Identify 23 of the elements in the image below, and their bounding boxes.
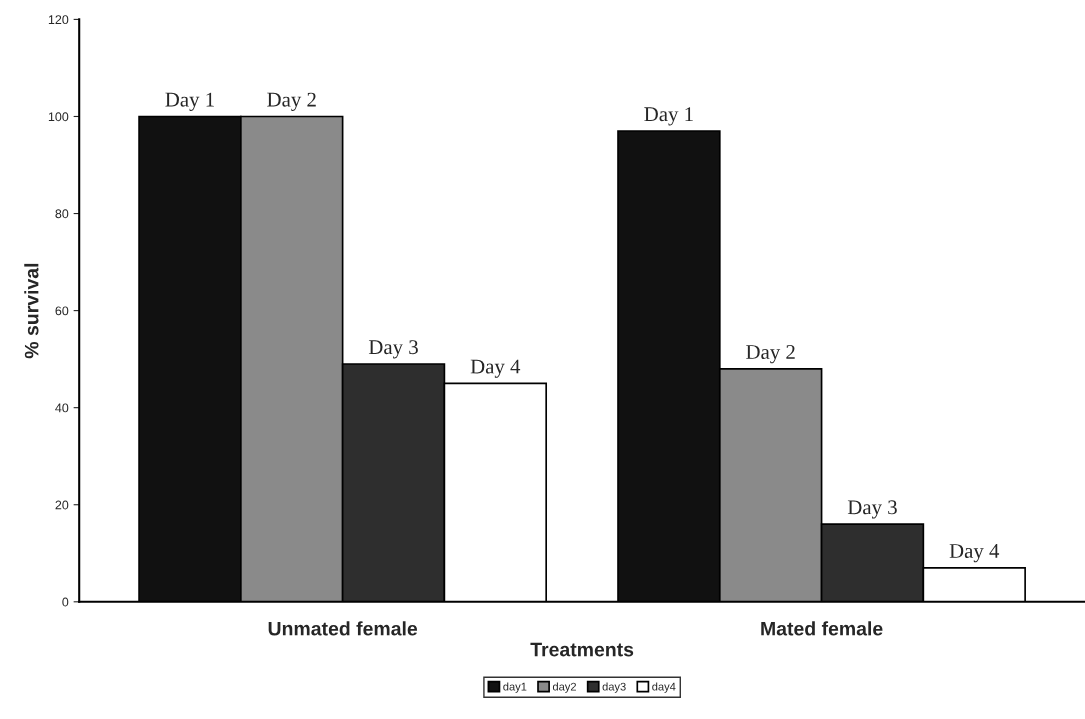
data-label: Day 3: [847, 500, 897, 519]
data-label: Day 1: [165, 92, 214, 111]
y-axis-title: % survival: [24, 263, 39, 359]
x-tick-label: Mated female: [761, 621, 883, 636]
y-tick-label: 40: [55, 403, 69, 413]
y-tick-label: 120: [48, 15, 69, 25]
data-label: Day 2: [746, 345, 795, 364]
y-tick-label: 100: [48, 112, 69, 122]
x-axis-title: Treatments: [530, 642, 634, 657]
data-label: Day 2: [267, 92, 316, 111]
y-tick-label: 0: [62, 597, 69, 607]
data-label: Day 4: [949, 544, 1000, 563]
legend-label: day3: [602, 682, 626, 693]
y-tick-label: 20: [55, 500, 69, 510]
data-label: Day 4: [470, 359, 521, 378]
data-label: Day 3: [368, 340, 418, 359]
legend-label: day4: [652, 682, 676, 693]
legend-label: day1: [503, 682, 527, 693]
legend-label: day2: [552, 682, 576, 693]
y-tick-label: 60: [55, 306, 69, 316]
y-tick-label: 80: [55, 209, 69, 219]
x-tick-label: Unmated female: [268, 621, 418, 636]
data-label: Day 1: [644, 107, 693, 126]
